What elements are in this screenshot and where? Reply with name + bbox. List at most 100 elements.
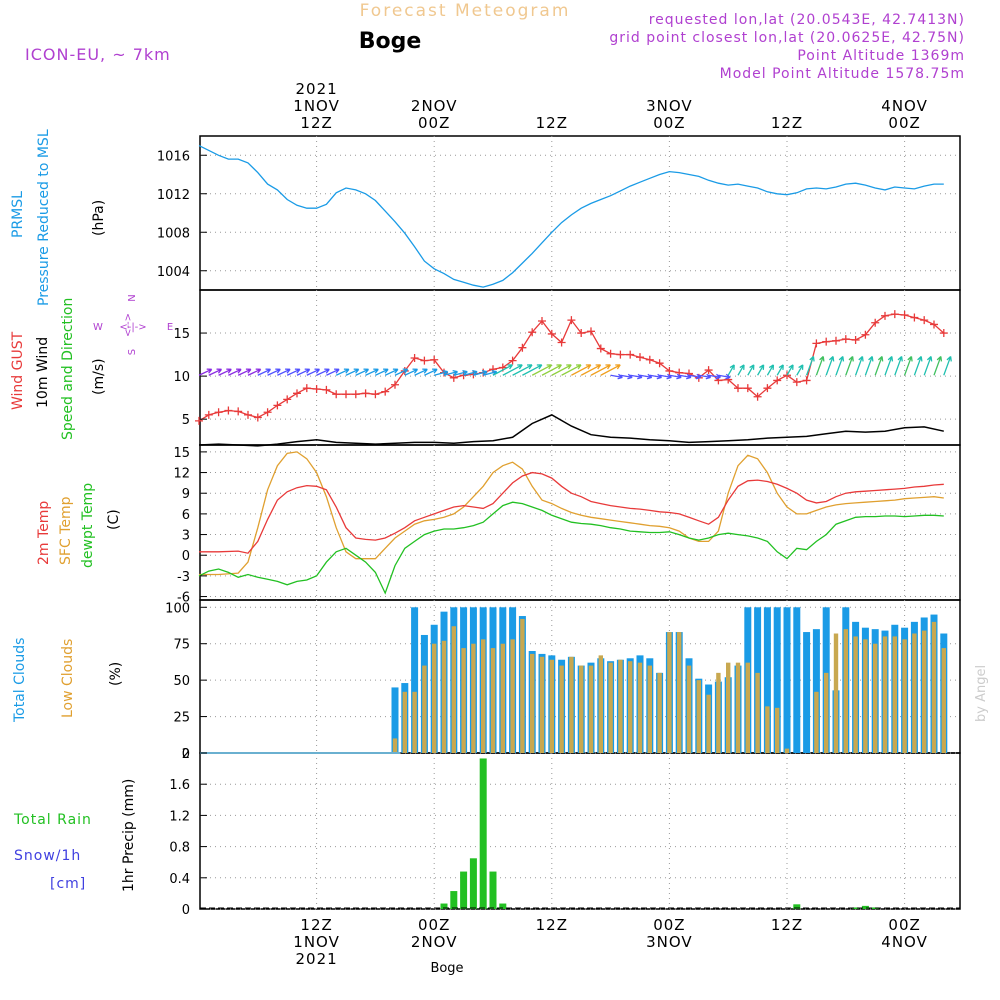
low-cloud-bar xyxy=(471,643,476,753)
precip-panel-frame xyxy=(199,752,961,910)
gust-line xyxy=(198,313,945,422)
gust-marker xyxy=(371,390,380,399)
gust-marker xyxy=(939,329,948,338)
y-tick-label: 10 xyxy=(173,370,190,385)
compass-n: N xyxy=(127,294,138,301)
wind-direction-arrow xyxy=(835,355,845,376)
low-cloud-bar xyxy=(726,662,731,753)
wind-direction-arrow xyxy=(257,368,272,376)
low-cloud-bar xyxy=(559,665,564,753)
gust-marker xyxy=(645,355,654,364)
gust-marker xyxy=(302,384,311,393)
low-cloud-bar xyxy=(412,691,417,753)
low-cloud-bar xyxy=(863,639,868,753)
wind-direction-arrow xyxy=(316,368,330,376)
low-cloud-bar xyxy=(775,707,780,753)
wind-dir-label: Speed and Direction xyxy=(60,298,76,440)
total-cloud-bar xyxy=(803,632,811,753)
y-tick-label: -6 xyxy=(177,591,190,606)
gust-marker xyxy=(890,310,899,319)
y-tick-label: 1008 xyxy=(157,226,190,241)
gust-marker xyxy=(812,339,821,348)
gust-marker xyxy=(704,366,713,375)
gust-marker xyxy=(763,384,772,393)
gust-marker xyxy=(283,395,292,404)
gust-marker xyxy=(538,317,546,325)
gust-marker xyxy=(792,378,801,387)
low-cloud-bar xyxy=(735,662,741,753)
precip-bar xyxy=(793,904,801,909)
total-cloud-bar xyxy=(783,607,791,753)
precip-bar xyxy=(450,891,458,909)
wind-unit: (m/s) xyxy=(91,358,107,395)
low-cloud-bar xyxy=(441,640,447,753)
y-tick-label: 0.8 xyxy=(169,841,190,856)
wind-direction-arrow xyxy=(796,364,804,376)
wind-direction-arrow xyxy=(913,355,923,376)
gust-marker xyxy=(508,356,517,365)
footer-location: Boge xyxy=(430,961,463,976)
low-cloud-bar xyxy=(882,636,888,753)
wind-direction-arrow xyxy=(894,355,903,376)
gust-marker xyxy=(841,335,850,344)
gust-marker xyxy=(577,329,586,338)
gust-marker xyxy=(655,359,664,368)
low-cloud-bar xyxy=(608,662,613,753)
gust-marker xyxy=(322,385,331,394)
gust-marker xyxy=(900,310,909,319)
wind-direction-arrow xyxy=(825,355,835,376)
precip-unit: 1hr Precip (mm) xyxy=(121,779,137,892)
wind-direction-arrow xyxy=(590,364,611,376)
snow-label: Snow/1h xyxy=(14,848,81,864)
low-cloud-bar xyxy=(814,691,819,753)
wind-direction-arrow xyxy=(727,364,735,376)
wind-direction-arrow xyxy=(228,368,242,376)
gust-marker xyxy=(244,410,252,419)
low-cloud-bar xyxy=(677,632,682,753)
gust-marker xyxy=(596,344,605,353)
precip-bar xyxy=(499,903,507,909)
gust-marker xyxy=(773,376,782,385)
low-cloud-bar xyxy=(784,748,790,753)
wind-direction-arrow xyxy=(864,355,874,376)
gust-marker xyxy=(224,406,233,415)
low-cloud-bar xyxy=(598,655,603,753)
bottom-time-label: 12Z xyxy=(771,916,803,934)
compass-e: E xyxy=(167,322,173,333)
wind-direction-arrow xyxy=(218,368,232,376)
gust-marker xyxy=(489,365,497,374)
wind-direction-arrow xyxy=(805,355,815,376)
gust-marker xyxy=(557,338,566,347)
wind-direction-arrow xyxy=(531,364,553,376)
wind-direction-arrow xyxy=(757,364,765,376)
model-altitude: Model Point Altitude 1578.75m xyxy=(720,66,965,82)
temp-unit: (C) xyxy=(106,509,122,530)
top-time-label: 00Z xyxy=(418,114,450,132)
y-tick-label: 75 xyxy=(173,638,190,653)
y-tick-label: 100 xyxy=(165,601,190,616)
gust-marker xyxy=(342,390,350,399)
grid-lines xyxy=(200,136,960,910)
wind-direction-arrow xyxy=(747,364,755,376)
low-cloud-bar xyxy=(461,648,466,753)
wind-direction-arrow xyxy=(854,355,864,376)
low-cloud-bar xyxy=(432,643,437,753)
top-time-label: 12Z xyxy=(771,114,803,132)
compass-w: W xyxy=(93,322,103,333)
low-cloud-bar xyxy=(647,665,652,753)
low-cloud-bar xyxy=(696,680,701,753)
rain-label: Total Rain xyxy=(13,812,92,828)
bottom-time-label: 1NOV xyxy=(293,933,340,951)
wind-direction-arrow xyxy=(815,355,825,376)
gust-marker xyxy=(293,389,301,398)
wind-direction-arrow xyxy=(766,364,775,376)
wind-direction-arrow xyxy=(874,355,884,376)
low-cloud-bar xyxy=(422,665,427,753)
wind-direction-arrow xyxy=(512,364,533,376)
watermark: by Angel xyxy=(974,665,989,722)
top-time-label: 1NOV xyxy=(293,97,340,115)
precip-bar xyxy=(861,905,869,909)
precip-bar xyxy=(460,871,468,909)
y-tick-label: 1016 xyxy=(157,149,190,164)
top-time-label: 2021 xyxy=(296,80,338,98)
